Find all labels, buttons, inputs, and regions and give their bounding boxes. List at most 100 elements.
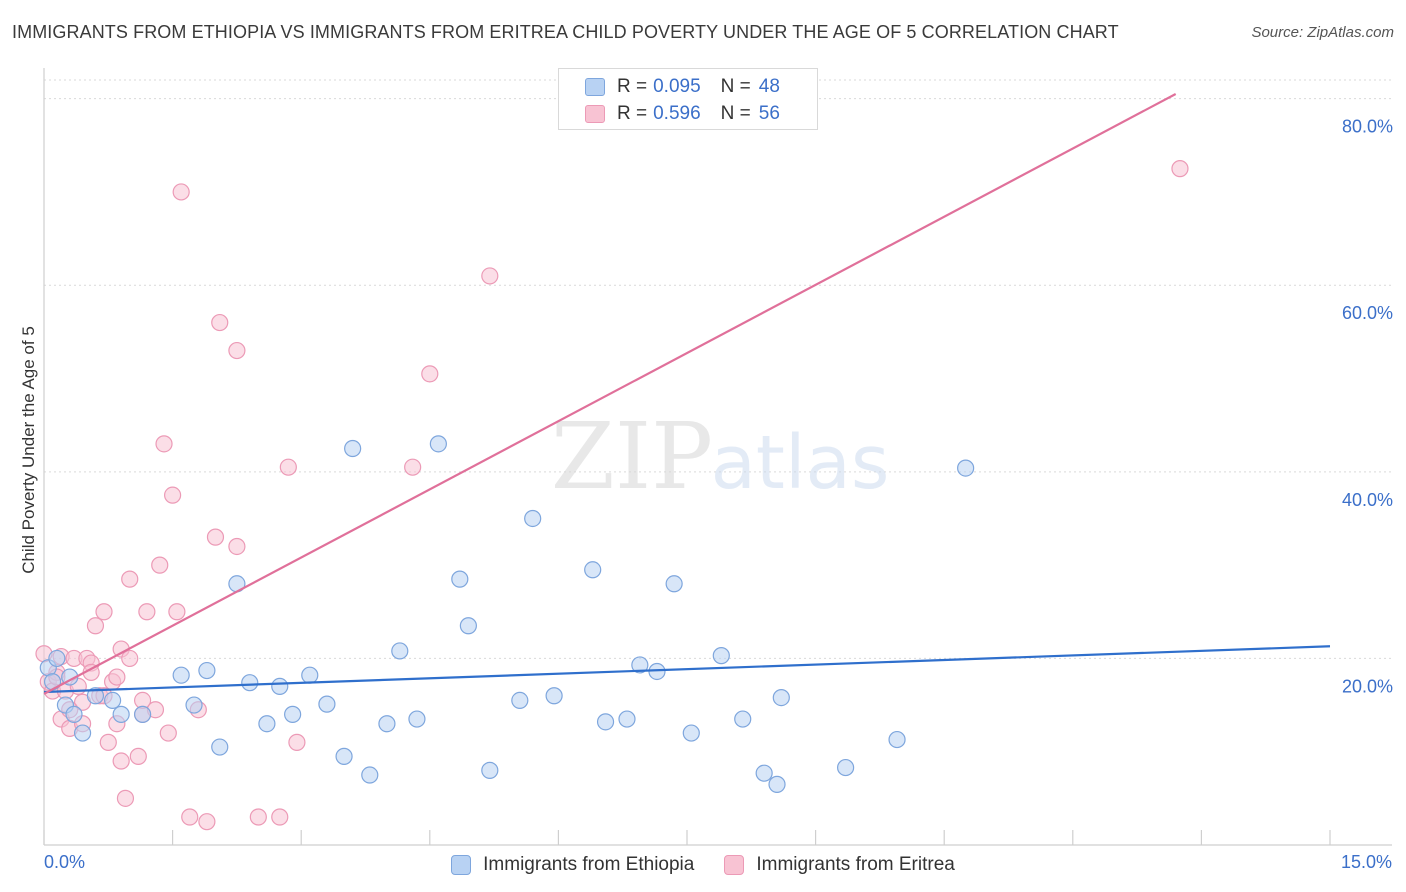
trendlines <box>43 93 1331 695</box>
eritrea-point <box>211 313 229 332</box>
ethiopia-point <box>511 691 529 709</box>
eritrea-point <box>172 183 190 201</box>
watermark-atlas: atlas <box>711 420 890 506</box>
y-axis-label-wrap: Child Poverty Under the Age of 5 <box>14 300 44 600</box>
ethiopia-point <box>618 710 636 728</box>
eritrea-trendline <box>43 93 1177 695</box>
legend-item-eritrea[interactable]: Immigrants from Eritrea <box>724 854 955 876</box>
ethiopia-point <box>481 761 499 779</box>
ethiopia-legend-swatch <box>451 855 472 875</box>
ethiopia-point <box>772 688 790 707</box>
eritrea-point <box>159 724 177 742</box>
gridlines <box>44 79 1392 659</box>
ethiopia-point <box>631 656 649 674</box>
eritrea-point <box>288 733 306 751</box>
ethiopia-point <box>86 687 105 705</box>
eritrea-point <box>228 537 246 556</box>
source-credit: Source: ZipAtlas.com <box>1251 24 1394 41</box>
eritrea-point <box>138 603 156 621</box>
stats-legend-row-ethiopia: R = 0.095 N = 48 <box>585 75 780 99</box>
ethiopia-point <box>318 695 336 713</box>
legend-label-eritrea: Immigrants from Eritrea <box>756 854 955 875</box>
ethiopia-point <box>768 775 786 793</box>
eritrea-point <box>421 365 439 383</box>
eritrea-point <box>1171 160 1189 178</box>
ethiopia-point <box>378 715 396 733</box>
ethiopia-point <box>408 710 426 728</box>
y-tick-labels: 20.0% 40.0% 60.0% 80.0% <box>1342 117 1393 697</box>
ethiopia-point <box>734 710 752 728</box>
ethiopia-point <box>957 459 975 477</box>
y-tick-label: 20.0% <box>1342 676 1393 696</box>
eritrea-swatch <box>585 105 605 123</box>
ethiopia-point <box>103 691 122 709</box>
eritrea-point <box>404 458 422 476</box>
eritrea-point <box>249 808 267 826</box>
eritrea-point <box>129 747 147 765</box>
ethiopia-point <box>185 696 203 714</box>
stats-legend: R = 0.095 N = 48 R = 0.596 N = 56 <box>558 68 818 130</box>
y-tick-label: 60.0% <box>1342 303 1393 323</box>
ethiopia-point <box>344 439 362 458</box>
eritrea-point <box>155 435 173 453</box>
y-tick-label: 80.0% <box>1342 117 1393 137</box>
ethiopia-point <box>837 758 855 777</box>
ethiopia-point <box>888 730 906 749</box>
eritrea-point <box>164 486 182 504</box>
eritrea-point <box>168 603 186 621</box>
watermark: ZIP atlas <box>551 403 890 510</box>
eritrea-point <box>271 808 289 826</box>
ethiopia-point <box>755 764 773 782</box>
eritrea-point <box>198 813 216 831</box>
n-label: N = <box>720 76 751 97</box>
ethiopia-point <box>301 666 319 684</box>
eritrea-point <box>99 733 117 751</box>
legend-label-ethiopia: Immigrants from Ethiopia <box>483 854 695 875</box>
ethiopia-point <box>584 561 602 579</box>
eritrea-point <box>121 649 139 668</box>
eritrea-point <box>121 570 139 588</box>
eritrea-point <box>228 341 246 360</box>
ethiopia-point <box>65 705 83 723</box>
ethiopia-point <box>172 666 190 684</box>
y-axis-label: Child Poverty Under the Age of 5 <box>19 326 38 574</box>
ethiopia-point <box>335 747 353 765</box>
r-label: R = <box>617 103 648 124</box>
eritrea-point <box>151 556 169 574</box>
ethiopia-point <box>429 435 447 453</box>
stats-legend-row-eritrea: R = 0.596 N = 56 <box>585 102 780 126</box>
eritrea-point <box>481 267 499 285</box>
watermark-zip: ZIP <box>551 403 713 510</box>
eritrea-point <box>181 808 199 826</box>
ethiopia-point <box>211 738 229 756</box>
eritrea-point <box>206 528 225 546</box>
eritrea-point <box>95 603 113 621</box>
ethiopia-point <box>545 687 563 705</box>
ethiopia-point <box>284 705 302 723</box>
n-value: 48 <box>758 76 780 97</box>
ethiopia-point <box>524 509 542 528</box>
legend-item-ethiopia[interactable]: Immigrants from Ethiopia <box>451 854 694 876</box>
ethiopia-point <box>258 715 276 733</box>
y-tick-label: 40.0% <box>1342 490 1393 510</box>
r-value: 0.095 <box>653 76 701 97</box>
ethiopia-point <box>451 570 469 588</box>
ethiopia-point <box>459 617 477 635</box>
r-label: R = <box>617 76 648 97</box>
eritrea-point <box>86 617 105 635</box>
ethiopia-point <box>712 647 730 665</box>
eritrea-legend-swatch <box>724 855 745 875</box>
n-value: 56 <box>758 103 780 124</box>
ethiopia-point <box>48 649 66 668</box>
ethiopia-trendline <box>43 645 1331 694</box>
axes <box>43 68 1392 846</box>
ethiopia-point <box>241 674 259 692</box>
n-label: N = <box>720 103 751 124</box>
ethiopia-point <box>391 642 409 660</box>
x-tick-label-min: 0.0% <box>44 852 86 872</box>
chart-title: IMMIGRANTS FROM ETHIOPIA VS IMMIGRANTS F… <box>12 22 1119 42</box>
ethiopia-point <box>133 705 152 723</box>
ethiopia-point <box>73 724 92 742</box>
series-legend: Immigrants from Ethiopia Immigrants from… <box>0 852 1406 878</box>
